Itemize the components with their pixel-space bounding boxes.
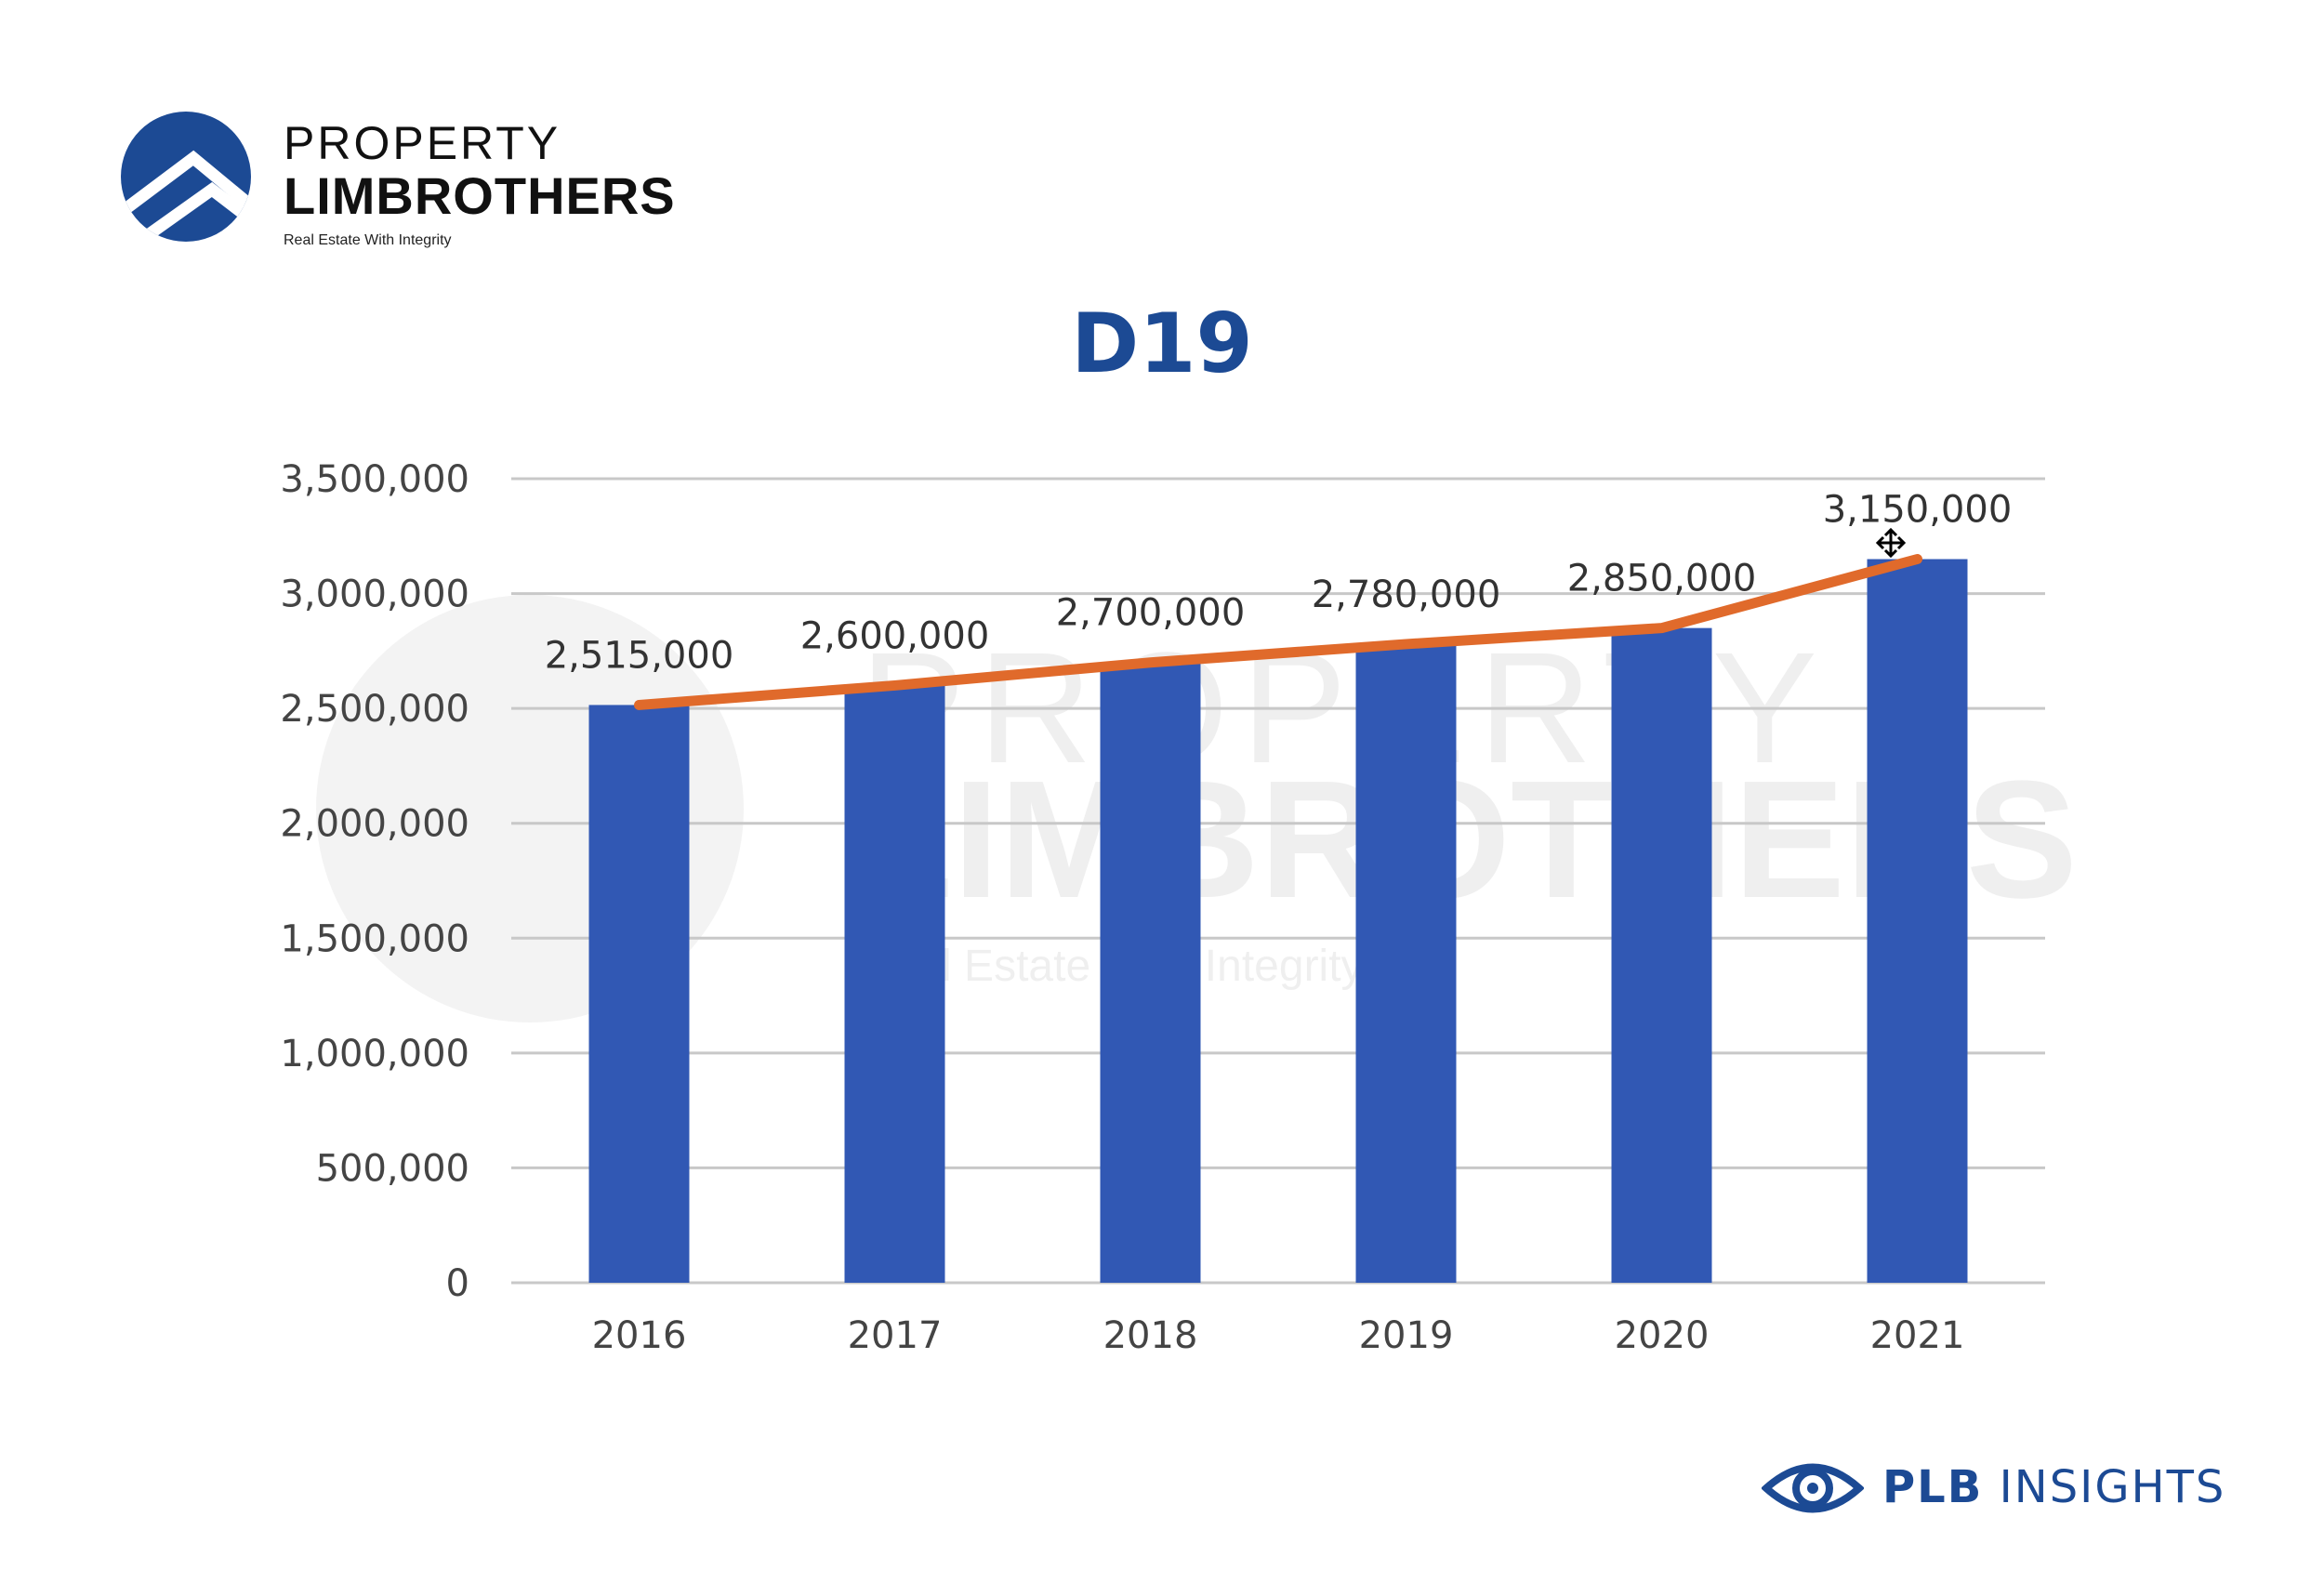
company-logo: PROPERTY LIMBROTHERS Real Estate With In… bbox=[119, 110, 677, 249]
y-tick-label: 500,000 bbox=[316, 1147, 469, 1190]
footer-brand: PLB INSIGHTS bbox=[1762, 1450, 2245, 1524]
data-label: 2,600,000 bbox=[800, 614, 990, 657]
bar-2018 bbox=[1100, 662, 1201, 1283]
x-tick-label: 2020 bbox=[1615, 1314, 1710, 1357]
x-tick-label: 2021 bbox=[1870, 1314, 1965, 1357]
gridlines bbox=[511, 477, 2045, 1285]
y-tick-label: 2,000,000 bbox=[280, 803, 469, 846]
bar-2020 bbox=[1611, 627, 1712, 1283]
footer-label: PLB INSIGHTS bbox=[1882, 1459, 2225, 1515]
y-tick-label: 1,500,000 bbox=[280, 917, 469, 960]
bar-2016 bbox=[588, 705, 690, 1283]
trend-line bbox=[634, 554, 1922, 710]
logo-line-limbrothers: LIMBROTHERS bbox=[284, 166, 676, 225]
y-tick-label: 1,000,000 bbox=[280, 1033, 469, 1075]
bar-2021 bbox=[1867, 559, 1968, 1283]
bar-2019 bbox=[1355, 643, 1457, 1283]
logo-wordmark: PROPERTY LIMBROTHERS Real Estate With In… bbox=[284, 117, 676, 249]
trend-line-series bbox=[634, 554, 1922, 710]
data-labels: 2,515,000 2,600,000 2,700,000 2,780,000 2,85… bbox=[545, 489, 2013, 678]
y-tick-label: 3,500,000 bbox=[280, 458, 469, 501]
x-tick-label: 2016 bbox=[592, 1314, 687, 1357]
move-cursor-icon bbox=[1875, 527, 1907, 559]
eye-icon bbox=[1762, 1463, 1864, 1513]
y-tick-label: 0 bbox=[446, 1262, 469, 1305]
x-tick-label: 2019 bbox=[1359, 1314, 1454, 1357]
logo-line-property: PROPERTY bbox=[284, 117, 561, 169]
data-label: 2,850,000 bbox=[1567, 558, 1757, 600]
y-axis-ticks: 0 500,000 1,000,000 1,500,000 2,000,000 2,500… bbox=[280, 458, 469, 1305]
chart-title: D19 bbox=[1071, 296, 1253, 391]
bars bbox=[588, 559, 1968, 1283]
x-tick-label: 2017 bbox=[848, 1314, 943, 1357]
bar-2017 bbox=[844, 685, 945, 1283]
footer-label-insights: INSIGHTS bbox=[1999, 1461, 2226, 1513]
logo-tagline: Real Estate With Integrity bbox=[284, 232, 452, 248]
footer-label-strong: PLB bbox=[1882, 1461, 1984, 1513]
y-tick-label: 2,500,000 bbox=[280, 688, 469, 731]
x-axis-ticks: 2016 2017 2018 2019 2020 2021 bbox=[592, 1314, 1965, 1357]
logo-mark-icon bbox=[121, 112, 251, 242]
x-tick-label: 2018 bbox=[1103, 1314, 1198, 1357]
y-tick-label: 3,000,000 bbox=[280, 574, 469, 616]
data-label: 3,150,000 bbox=[1823, 489, 2013, 532]
data-label: 2,700,000 bbox=[1056, 592, 1246, 635]
data-label: 2,515,000 bbox=[545, 634, 734, 677]
data-label: 2,780,000 bbox=[1312, 574, 1501, 616]
